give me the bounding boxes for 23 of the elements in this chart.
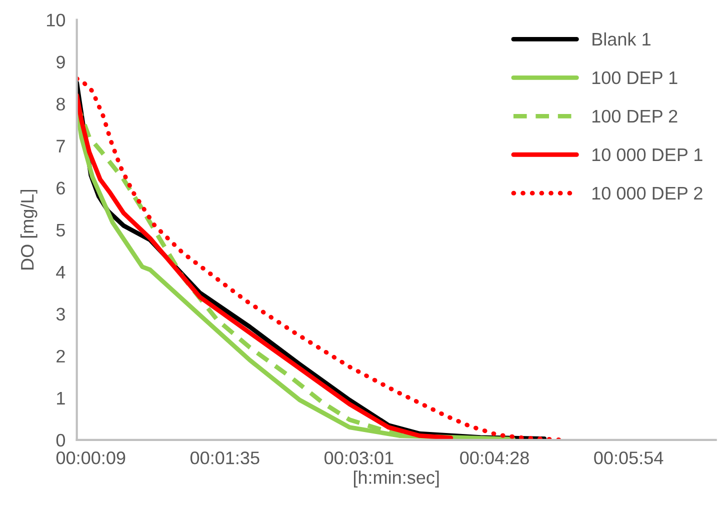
y-tick-label: 2 <box>56 350 65 362</box>
y-tick-label: 10 <box>47 14 66 26</box>
x-tick-label: 00:00:09 <box>56 452 126 464</box>
x-tick-label: 00:01:35 <box>190 452 260 464</box>
y-tick-label: 8 <box>56 98 65 111</box>
legend-label: 10 000 DEP 1 <box>592 148 702 162</box>
legend-label: 100 DEP 1 <box>592 71 678 84</box>
x-axis-title: [h:min:sec] <box>354 470 439 488</box>
y-axis-title: DO [mg/L] <box>20 190 38 270</box>
y-tick-label: 6 <box>56 182 65 195</box>
legend-label: 100 DEP 2 <box>592 110 678 123</box>
x-tick-label: 00:03:01 <box>324 452 394 464</box>
y-tick-label: 0 <box>56 434 66 447</box>
y-tick-label: 1 <box>57 392 65 404</box>
y-tick-label: 4 <box>56 266 66 278</box>
y-tick-label: 5 <box>56 224 65 237</box>
legend-label: 10 000 DEP 2 <box>592 186 702 200</box>
y-tick-label: 7 <box>56 140 65 152</box>
legend-label: Blank 1 <box>592 32 650 46</box>
x-tick-label: 00:05:54 <box>594 452 664 464</box>
y-tick-label: 9 <box>56 56 65 68</box>
y-tick-label: 3 <box>56 308 65 321</box>
x-tick-label: 00:04:28 <box>460 452 529 464</box>
